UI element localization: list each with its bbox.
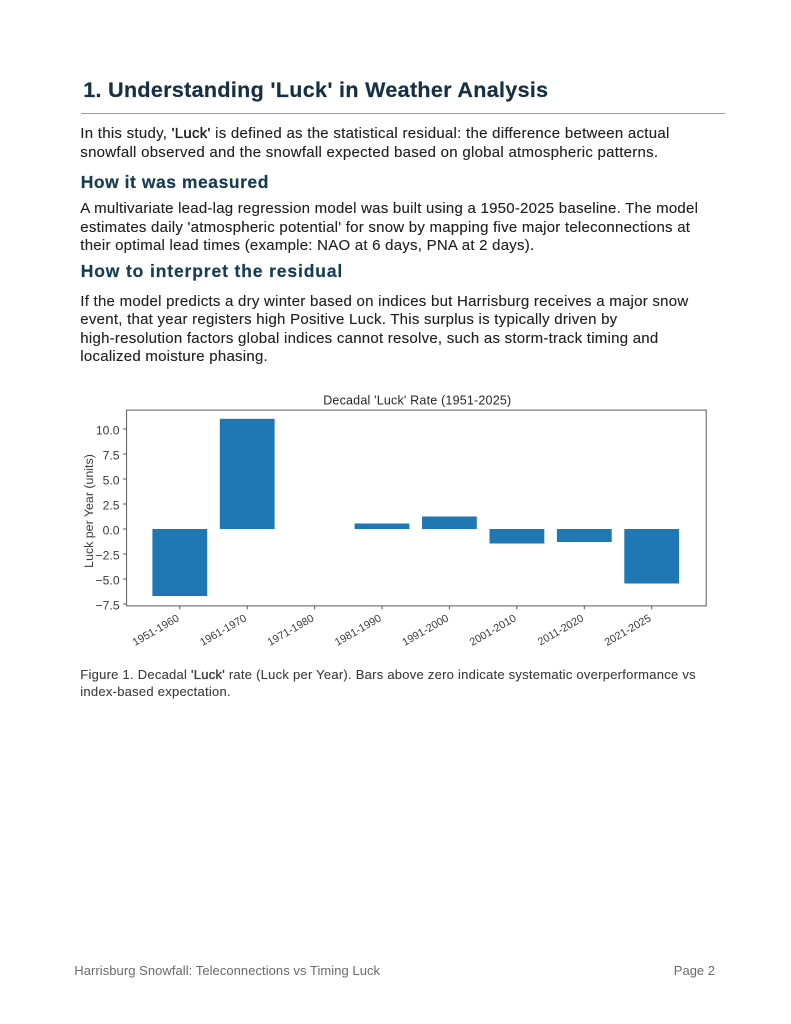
svg-text:Luck per Year (units): Luck per Year (units) xyxy=(82,454,96,568)
svg-text:−2.5: −2.5 xyxy=(96,548,120,562)
svg-text:−5.0: −5.0 xyxy=(96,573,120,587)
svg-text:10.0: 10.0 xyxy=(96,423,120,437)
svg-text:7.5: 7.5 xyxy=(103,448,120,462)
svg-text:1971-1980: 1971-1980 xyxy=(265,613,316,649)
svg-text:2021-2025: 2021-2025 xyxy=(603,613,654,649)
svg-text:Decadal 'Luck' Rate (1951-2025: Decadal 'Luck' Rate (1951-2025) xyxy=(323,393,511,407)
svg-text:2001-2010: 2001-2010 xyxy=(468,613,519,649)
svg-text:2.5: 2.5 xyxy=(103,498,120,512)
svg-text:5.0: 5.0 xyxy=(103,473,120,487)
svg-text:1991-2000: 1991-2000 xyxy=(400,613,451,649)
svg-text:1961-1970: 1961-1970 xyxy=(198,613,249,649)
svg-text:1951-1960: 1951-1960 xyxy=(131,613,182,649)
svg-text:2011-2020: 2011-2020 xyxy=(536,613,586,649)
svg-text:0.0: 0.0 xyxy=(103,523,120,537)
svg-text:1981-1990: 1981-1990 xyxy=(333,613,384,649)
svg-text:−7.5: −7.5 xyxy=(96,598,120,612)
